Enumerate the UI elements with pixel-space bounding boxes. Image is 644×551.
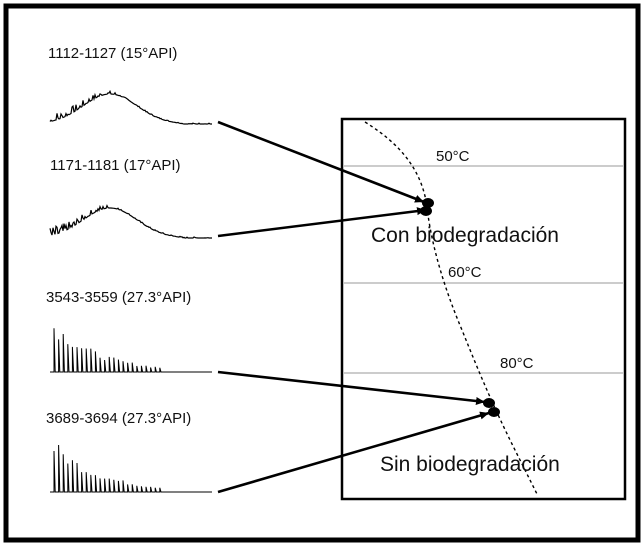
sample-label-3: 3543-3559 (27.3°API) xyxy=(46,289,192,306)
arrow-sample-2 xyxy=(217,207,427,238)
temperature-label-80: 80°C xyxy=(500,355,534,372)
temperature-label-60: 60°C xyxy=(448,264,482,281)
point-sample-1 xyxy=(422,198,434,208)
arrow-sample-3 xyxy=(217,370,486,405)
arrow-sample-1 xyxy=(217,120,425,204)
sample-label-2: 1171-1181 (17°API) xyxy=(50,157,181,174)
sample-label-1: 1112-1127 (15°API) xyxy=(48,45,178,62)
temperature-box xyxy=(340,117,627,501)
point-sample-3 xyxy=(483,398,495,408)
chromatogram-trace-1 xyxy=(49,89,212,125)
chromatogram-trace-2 xyxy=(49,204,212,239)
sample-label-4: 3689-3694 (27.3°API) xyxy=(46,410,192,427)
point-sample-2 xyxy=(420,206,432,216)
point-sample-4 xyxy=(488,407,500,417)
zone-label-with-biodegradation: Con biodegradación xyxy=(371,224,559,247)
outer-frame xyxy=(3,3,641,543)
biodegradation-boundary-curve xyxy=(364,121,539,497)
temperature-label-50: 50°C xyxy=(436,148,470,165)
chromatogram-trace-4 xyxy=(50,444,212,493)
arrow-sample-4 xyxy=(217,411,490,494)
zone-label-without-biodegradation: Sin biodegradación xyxy=(380,453,560,476)
chromatogram-trace-3 xyxy=(50,328,212,373)
